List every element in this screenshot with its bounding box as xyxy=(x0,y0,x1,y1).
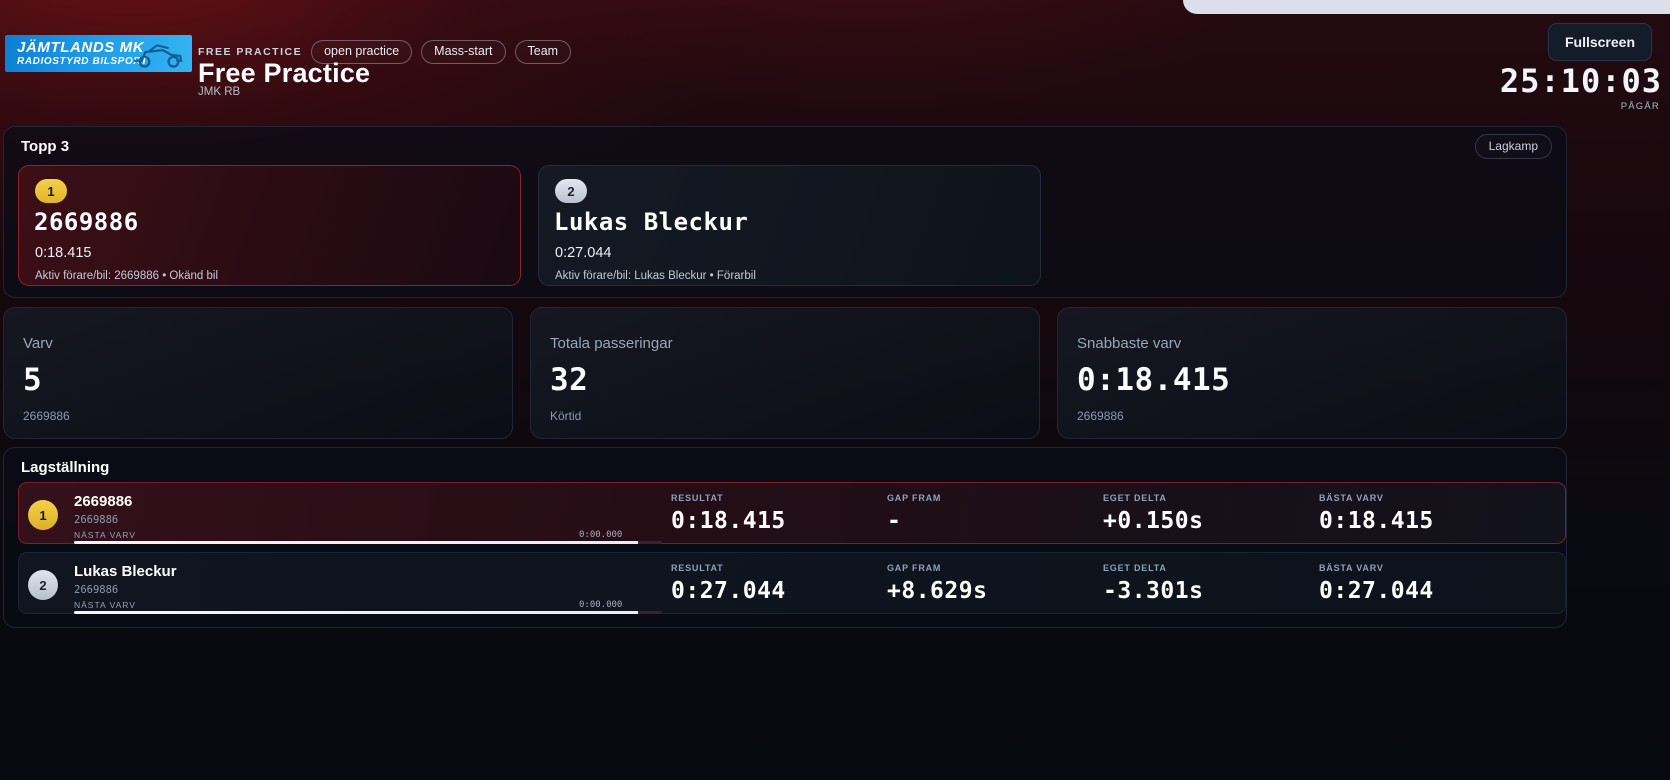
app-header: JÄMTLANDS MK RADIOSTYRD BILSPORT FREE PR… xyxy=(0,0,1670,120)
podium-time: 0:18.415 xyxy=(35,245,92,261)
lagkamp-badge[interactable]: Lagkamp xyxy=(1474,134,1552,159)
stat-value: 5 xyxy=(23,362,43,398)
metric-label: RESULTAT xyxy=(671,493,724,503)
stat-footer: 2669886 xyxy=(1077,409,1124,423)
stat-value: 0:18.415 xyxy=(1077,362,1231,398)
page-title: Free Practice xyxy=(198,58,371,88)
stat-label: Varv xyxy=(23,335,53,352)
header-chip-row: FREE PRACTICE open practice Mass-start T… xyxy=(198,40,572,64)
metric-eget-delta: EGET DELTA +0.150s xyxy=(1103,493,1319,534)
stat-card-total-passings: Totala passeringar 32 Körtid xyxy=(530,307,1040,439)
session-clock: 25:10:03 xyxy=(1499,62,1662,100)
stat-card-row: Varv 5 2669886 Totala passeringar 32 Kör… xyxy=(3,307,1567,439)
stat-value: 32 xyxy=(550,362,589,398)
chip-team[interactable]: Team xyxy=(514,40,572,64)
metric-label: EGET DELTA xyxy=(1103,563,1167,573)
metric-value: +0.150s xyxy=(1103,508,1204,534)
metric-value: +8.629s xyxy=(887,578,988,604)
metric-basta-varv: BÄSTA VARV 0:18.415 xyxy=(1319,493,1535,534)
metric-label: BÄSTA VARV xyxy=(1319,563,1384,573)
metric-label: RESULTAT xyxy=(671,563,724,573)
fullscreen-button[interactable]: Fullscreen xyxy=(1547,23,1652,61)
row-driver-name: Lukas Bleckur xyxy=(74,563,177,580)
metric-value: - xyxy=(887,508,902,534)
table-row[interactable]: 1 2669886 2669886 NÄSTA VARV 0:00.000 RE… xyxy=(18,482,1566,544)
stat-footer: Körtid xyxy=(550,409,582,423)
stat-label: Snabbaste varv xyxy=(1077,335,1182,352)
metric-label: BÄSTA VARV xyxy=(1319,493,1384,503)
podium-time: 0:27.044 xyxy=(555,245,612,261)
metric-resultat: RESULTAT 0:27.044 xyxy=(671,563,887,604)
session-status: PÅGÅR xyxy=(1620,101,1660,112)
row-progress-fill xyxy=(74,541,639,544)
standings-title: Lagställning xyxy=(21,459,110,476)
metric-eget-delta: EGET DELTA -3.301s xyxy=(1103,563,1319,604)
chip-mass-start[interactable]: Mass-start xyxy=(421,40,506,64)
standings-panel: Lagställning 1 2669886 2669886 NÄSTA VAR… xyxy=(3,447,1567,628)
metric-value: 0:27.044 xyxy=(1319,578,1434,604)
metric-value: 0:27.044 xyxy=(671,578,786,604)
row-progress-bar xyxy=(74,611,662,614)
row-driver-sub: 2669886 xyxy=(74,584,119,596)
row-progress-bar xyxy=(74,541,662,544)
row-driver-name: 2669886 xyxy=(74,493,133,510)
page-subtitle: JMK RB xyxy=(198,86,241,98)
club-logo: JÄMTLANDS MK RADIOSTYRD BILSPORT xyxy=(5,35,192,72)
logo-line-1: JÄMTLANDS MK xyxy=(17,39,145,56)
rc-car-icon xyxy=(133,44,183,68)
podium-list: 1 2669886 0:18.415 Aktiv förare/bil: 266… xyxy=(18,165,1041,286)
stat-label: Totala passeringar xyxy=(550,335,673,352)
logo-text: JÄMTLANDS MK RADIOSTYRD BILSPORT xyxy=(17,40,148,68)
topp3-panel: Topp 3 Lagkamp 1 2669886 0:18.415 Aktiv … xyxy=(3,126,1567,298)
metric-label: GAP FRAM xyxy=(887,563,942,573)
logo-line-2: RADIOSTYRD BILSPORT xyxy=(17,56,148,67)
metric-value: -3.301s xyxy=(1103,578,1204,604)
podium-card-1[interactable]: 1 2669886 0:18.415 Aktiv förare/bil: 266… xyxy=(18,165,521,286)
row-next-lap-label: NÄSTA VARV xyxy=(74,600,136,610)
row-rank-badge: 1 xyxy=(28,500,58,530)
chip-open-practice[interactable]: open practice xyxy=(311,40,413,64)
row-driver-sub: 2669886 xyxy=(74,514,119,526)
row-next-lap-label: NÄSTA VARV xyxy=(74,530,136,540)
podium-rank-badge: 2 xyxy=(555,179,587,203)
metric-value: 0:18.415 xyxy=(1319,508,1434,534)
metric-label: GAP FRAM xyxy=(887,493,942,503)
podium-card-2[interactable]: 2 Lukas Bleckur 0:27.044 Aktiv förare/bi… xyxy=(538,165,1041,286)
row-metrics: RESULTAT 0:18.415 GAP FRAM - EGET DELTA … xyxy=(671,493,1557,534)
metric-value: 0:18.415 xyxy=(671,508,786,534)
stat-footer: 2669886 xyxy=(23,409,70,423)
stat-card-laps: Varv 5 2669886 xyxy=(3,307,513,439)
metric-gap-fram: GAP FRAM +8.629s xyxy=(887,563,1103,604)
table-row[interactable]: 2 Lukas Bleckur 2669886 NÄSTA VARV 0:00.… xyxy=(18,552,1566,614)
row-next-lap-time: 0:00.000 xyxy=(579,530,623,540)
header-kicker: FREE PRACTICE xyxy=(198,45,303,58)
podium-driver-name: Lukas Bleckur xyxy=(554,208,749,236)
metric-gap-fram: GAP FRAM - xyxy=(887,493,1103,534)
row-metrics: RESULTAT 0:27.044 GAP FRAM +8.629s EGET … xyxy=(671,563,1557,604)
podium-meta: Aktiv förare/bil: Lukas Bleckur • Förarb… xyxy=(555,270,756,282)
podium-meta: Aktiv förare/bil: 2669886 • Okänd bil xyxy=(35,270,219,282)
topp3-title: Topp 3 xyxy=(21,138,70,155)
row-next-lap-time: 0:00.000 xyxy=(579,600,623,610)
top-notch xyxy=(1183,0,1670,14)
metric-basta-varv: BÄSTA VARV 0:27.044 xyxy=(1319,563,1535,604)
row-rank-badge: 2 xyxy=(28,570,58,600)
standings-rows: 1 2669886 2669886 NÄSTA VARV 0:00.000 RE… xyxy=(18,482,1566,622)
stat-card-fastest-lap: Snabbaste varv 0:18.415 2669886 xyxy=(1057,307,1567,439)
podium-driver-name: 2669886 xyxy=(34,208,139,236)
metric-resultat: RESULTAT 0:18.415 xyxy=(671,493,887,534)
row-progress-fill xyxy=(74,611,639,614)
podium-rank-badge: 1 xyxy=(35,179,67,203)
metric-label: EGET DELTA xyxy=(1103,493,1167,503)
